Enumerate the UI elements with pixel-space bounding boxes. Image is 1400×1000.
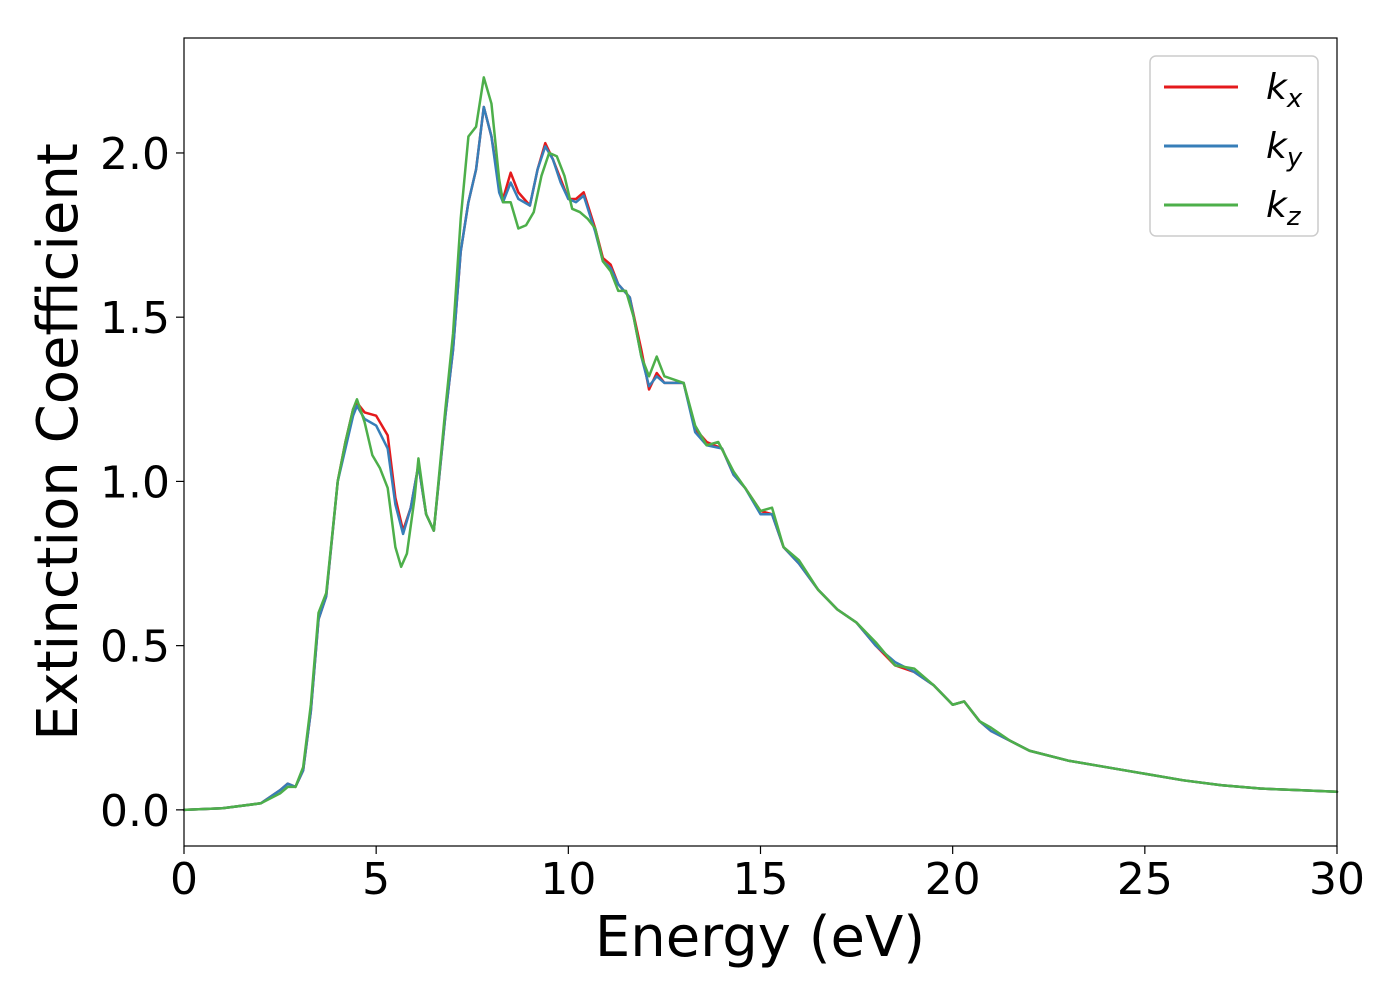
legend-label-ky: ky: [1266, 126, 1303, 173]
y-tick-label: 0.5: [100, 622, 170, 673]
x-tick-label: 10: [540, 854, 596, 905]
y-tick-label: 1.0: [100, 457, 170, 508]
series-line-kz: [182, 76, 1339, 812]
y-tick-label: 1.5: [100, 293, 170, 344]
legend: kx ky kz: [1149, 55, 1319, 237]
y-tick-label: 2.0: [100, 129, 170, 180]
y-tick-label: 0.0: [100, 786, 170, 837]
x-tick-label: 25: [1117, 854, 1173, 905]
plot-frame: [183, 37, 1338, 847]
plot-area: [184, 38, 1337, 846]
x-tick-label: 5: [362, 854, 390, 905]
x-axis-title: Energy (eV): [595, 905, 925, 970]
y-axis-title: Extinction Coefficient: [26, 143, 91, 741]
legend-label-kx: kx: [1266, 67, 1303, 114]
legend-label-kz: kz: [1266, 185, 1302, 232]
x-tick-label: 30: [1309, 854, 1365, 905]
x-tick-label: 15: [733, 854, 789, 905]
x-tick-label: 20: [925, 854, 981, 905]
ticks-layer: 0 5 10 15 20 25 30 0.0 0.5 1.0 1.5 2.0: [100, 129, 1365, 905]
x-tick-label: 0: [170, 854, 198, 905]
series-layer: [182, 76, 1339, 812]
